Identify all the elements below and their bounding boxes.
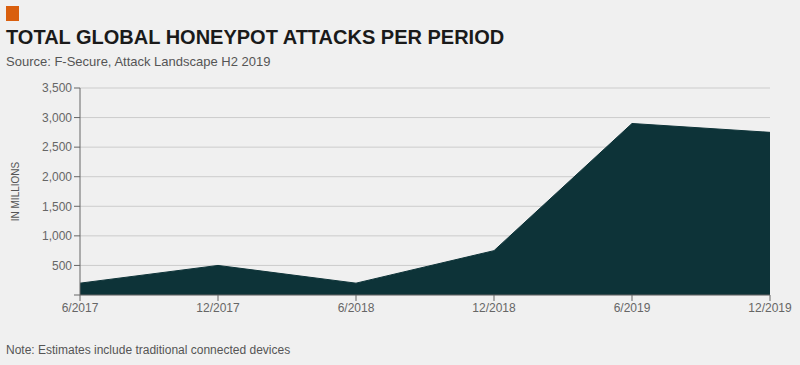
- svg-text:3,500: 3,500: [42, 81, 72, 95]
- svg-text:6/2018: 6/2018: [338, 301, 375, 315]
- html-text:Note: Estimates include tradit: Note: Estimates include traditional conn…: [6, 343, 291, 357]
- svg-text:12/2018: 12/2018: [472, 301, 516, 315]
- svg-text:3,000: 3,000: [42, 111, 72, 125]
- svg-text:IN MILLIONS: IN MILLIONS: [10, 161, 21, 221]
- svg-text:2,500: 2,500: [42, 140, 72, 154]
- html-text:Source: F-Secure, Attack Lands: Source: F-Secure, Attack Landscape H2 20…: [6, 54, 271, 69]
- svg-text:12/2017: 12/2017: [196, 301, 240, 315]
- svg-text:12/2019: 12/2019: [748, 301, 792, 315]
- html-text:TOTAL GLOBAL HONEYPOT ATTACKS: TOTAL GLOBAL HONEYPOT ATTACKS PER PERIOD: [6, 26, 505, 48]
- svg-text:6/2019: 6/2019: [614, 301, 651, 315]
- svg-text:1,500: 1,500: [42, 200, 72, 214]
- svg-text:500: 500: [52, 259, 72, 273]
- svg-text:1,000: 1,000: [42, 229, 72, 243]
- svg-text:2,000: 2,000: [42, 170, 72, 184]
- svg-text:6/2017: 6/2017: [62, 301, 99, 315]
